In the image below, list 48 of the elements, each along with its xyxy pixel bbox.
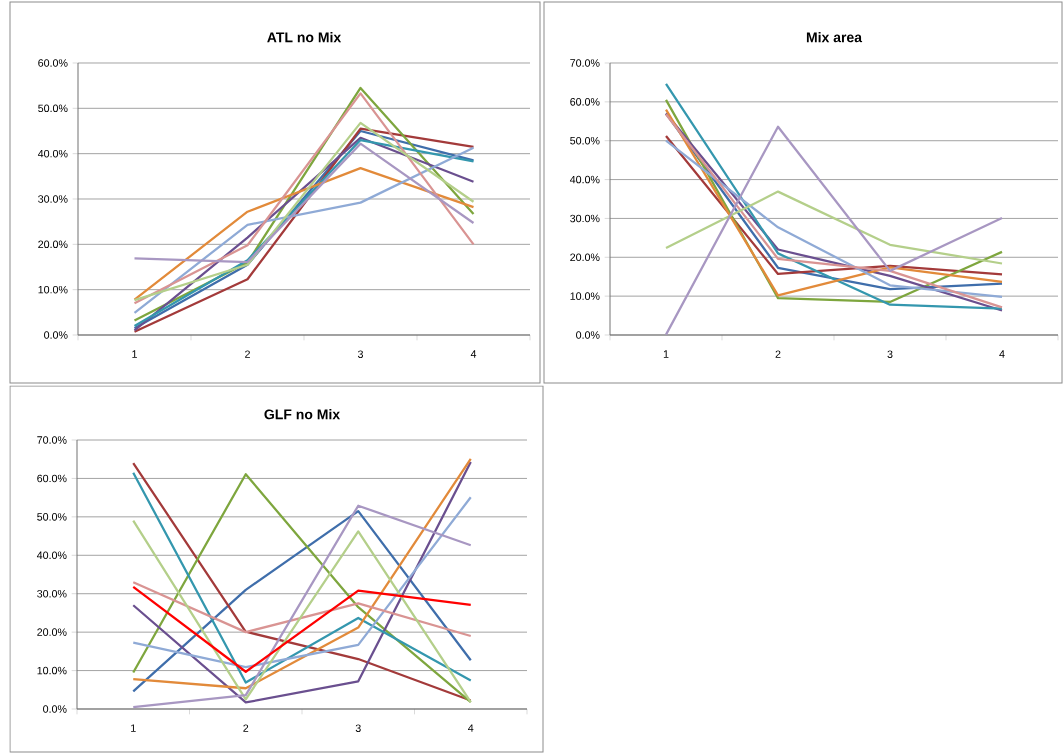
y-tick-label: 20.0% (37, 628, 67, 636)
y-tick-label: 40.0% (37, 149, 68, 158)
y-tick-label: 70.0% (570, 59, 600, 67)
y-tick-label: 60.0% (570, 98, 600, 106)
line-series (133, 121, 475, 302)
x-tick-label: 2 (775, 350, 781, 358)
line-series (133, 142, 475, 264)
y-tick-label: 10.0% (570, 292, 600, 300)
y-tick-label: 20.0% (38, 240, 68, 249)
line-series (132, 496, 472, 669)
x-tick-label: 2 (243, 724, 249, 732)
x-tick-label: 3 (887, 350, 893, 358)
chart-title: Mix area (806, 32, 863, 43)
line-series (132, 585, 472, 673)
y-tick-label: 0.0% (44, 331, 68, 339)
chart-title: ATL no Mix (267, 32, 342, 43)
y-tick-label: 60.0% (38, 59, 68, 67)
x-tick-label: 4 (468, 724, 474, 732)
y-tick-label: 10.0% (38, 285, 68, 294)
y-tick-label: 40.0% (36, 551, 67, 560)
y-tick-label: 50.0% (37, 513, 67, 521)
x-tick-label: 1 (663, 350, 669, 358)
line-series (664, 134, 1004, 276)
line-series (664, 190, 1004, 265)
y-tick-label: 10.0% (37, 666, 67, 675)
y-tick-label: 50.0% (570, 136, 600, 145)
y-tick-label: 30.0% (37, 589, 67, 598)
x-tick-label: 4 (470, 350, 477, 358)
x-tick-label: 1 (132, 350, 137, 358)
y-tick-label: 30.0% (570, 214, 600, 223)
y-tick-label: 40.0% (569, 175, 600, 184)
y-tick-label: 70.0% (37, 436, 67, 444)
x-tick-label: 1 (131, 724, 136, 732)
x-tick-label: 2 (245, 350, 250, 358)
y-tick-label: 30.0% (38, 195, 68, 203)
y-tick-label: 50.0% (38, 104, 68, 113)
x-tick-label: 4 (999, 350, 1005, 358)
line-series (664, 125, 1004, 336)
x-tick-label: 3 (357, 350, 363, 358)
y-tick-label: 20.0% (570, 253, 600, 262)
line-series (132, 581, 472, 638)
line-series (664, 139, 1004, 299)
x-tick-label: 3 (355, 724, 361, 732)
y-tick-label: 0.0% (43, 705, 67, 713)
y-tick-label: 60.0% (37, 474, 67, 483)
line-series (133, 167, 475, 301)
y-tick-label: 0.0% (576, 331, 600, 339)
chart-title: GLF no Mix (264, 409, 340, 420)
